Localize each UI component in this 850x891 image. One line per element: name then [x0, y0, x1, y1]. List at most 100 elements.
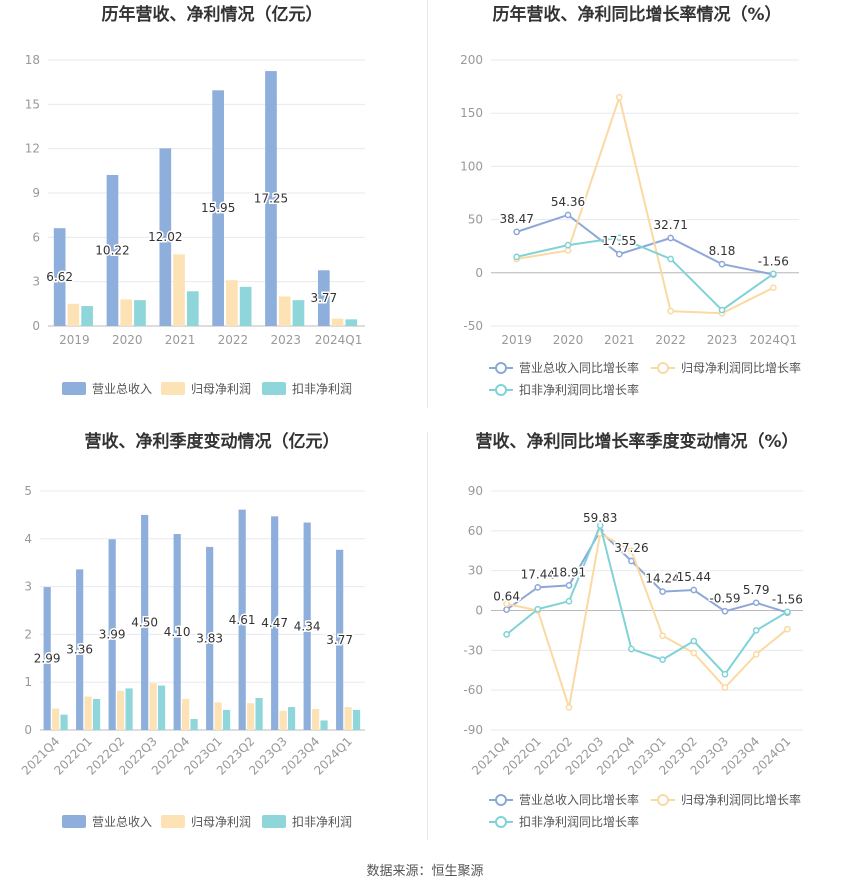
- data-label: 4.50: [131, 615, 158, 629]
- bar-revenue: [336, 549, 344, 730]
- data-point: [513, 253, 521, 261]
- bar-net-profit: [226, 280, 238, 326]
- y-tick-label: -90: [463, 723, 483, 737]
- data-point: [721, 670, 729, 678]
- y-tick-label: 200: [460, 53, 483, 67]
- data-label: 54.36: [551, 195, 585, 209]
- data-point: [667, 255, 675, 263]
- data-point: [564, 211, 572, 219]
- bar-revenue: [141, 514, 149, 730]
- y-tick-label: 0: [24, 723, 32, 737]
- legend-label: 归母净利润同比增长率: [681, 360, 801, 375]
- y-tick-label: 3: [32, 275, 40, 289]
- bar-revenue: [265, 71, 277, 326]
- bar-revenue: [53, 228, 66, 326]
- bar-revenue: [159, 148, 172, 326]
- y-tick-label: 9: [32, 186, 40, 200]
- bar-revenue: [238, 509, 246, 730]
- data-label: 32.71: [653, 218, 687, 232]
- data-point: [615, 250, 623, 258]
- data-point: [690, 586, 698, 594]
- data-point: [721, 684, 729, 691]
- bar-deducted-net-profit: [92, 698, 101, 730]
- legend-marker: [495, 816, 507, 828]
- legend-swatch: [262, 382, 286, 395]
- data-point: [534, 605, 542, 613]
- data-point: [596, 522, 604, 529]
- bar-net-profit: [247, 703, 255, 730]
- y-tick-label: 3: [24, 580, 32, 594]
- y-tick-label: 0: [475, 604, 483, 618]
- x-tick-label: 2020: [112, 333, 143, 347]
- data-point: [718, 306, 726, 314]
- data-point: [667, 307, 675, 315]
- data-point: [534, 583, 542, 591]
- data-label: -0.59: [709, 591, 740, 605]
- chart-title: 历年营收、净利情况（亿元）: [102, 4, 323, 25]
- y-tick-label: 1: [24, 675, 32, 689]
- data-label: 3.77: [326, 633, 353, 647]
- data-point: [752, 627, 760, 634]
- legend-swatch: [262, 815, 286, 828]
- data-point: [503, 600, 510, 608]
- data-label: 3.83: [196, 631, 223, 645]
- bar-net-profit: [214, 702, 222, 730]
- y-tick-label: 4: [24, 532, 32, 546]
- bar-revenue: [43, 587, 51, 730]
- y-tick-label: -30: [463, 643, 483, 657]
- legend-marker: [495, 362, 507, 374]
- bar-revenue: [271, 516, 279, 730]
- data-source-note: 数据来源：恒生聚源: [366, 864, 484, 879]
- data-point: [564, 247, 572, 254]
- y-tick-label: 15: [25, 97, 40, 111]
- legend-label: 营业总收入: [92, 815, 152, 829]
- data-label: 5.79: [743, 583, 770, 597]
- data-label: -1.56: [772, 593, 803, 607]
- data-point: [690, 649, 698, 657]
- legend-label: 扣非净利润: [292, 382, 352, 396]
- bar-deducted-net-profit: [190, 719, 198, 730]
- data-label: 12.02: [148, 230, 182, 244]
- legend-label: 归母净利润: [191, 815, 251, 829]
- bar-net-profit: [120, 299, 133, 326]
- series-line-revenue-growth: [506, 529, 788, 614]
- chart-title: 历年营收、净利同比增长率情况（%）: [492, 4, 781, 25]
- bar-deducted-net-profit: [134, 300, 146, 326]
- data-point: [615, 234, 623, 242]
- data-point: [659, 588, 666, 595]
- chart-title: 营收、净利同比增长率季度变动情况（%）: [475, 431, 798, 452]
- data-point: [659, 656, 666, 663]
- data-label: 0.64: [493, 590, 520, 604]
- data-point: [690, 637, 698, 645]
- data-label: 18.91: [552, 565, 586, 579]
- data-label: 4.47: [261, 616, 288, 630]
- legend-swatch: [161, 815, 185, 828]
- bar-net-profit: [344, 707, 352, 730]
- data-label: 37.26: [614, 541, 648, 555]
- legend-marker: [495, 384, 507, 396]
- legend-label: 归母净利润同比增长率: [681, 792, 801, 807]
- bar-net-profit: [279, 710, 287, 730]
- vertical-divider-bottom: [427, 432, 428, 840]
- x-tick-label: 2022: [218, 333, 249, 347]
- bar-net-profit: [117, 690, 125, 730]
- x-tick-label: 2019: [59, 333, 90, 347]
- bar-deducted-net-profit: [222, 709, 231, 730]
- bar-net-profit: [52, 708, 60, 730]
- data-point: [769, 270, 777, 278]
- bar-deducted-net-profit: [81, 306, 93, 326]
- data-point: [503, 631, 510, 638]
- bar-deducted-net-profit: [239, 286, 252, 326]
- data-label: 4.10: [164, 625, 191, 639]
- data-point: [769, 284, 777, 292]
- data-label: 3.77: [310, 291, 337, 305]
- bar-net-profit: [331, 318, 344, 326]
- series-line-deducted-growth: [516, 236, 774, 312]
- data-label: 4.61: [229, 613, 256, 627]
- y-tick-label: 18: [25, 53, 40, 67]
- data-label: 15.95: [201, 201, 235, 215]
- y-tick-label: 0: [32, 319, 40, 333]
- data-point: [752, 599, 760, 607]
- x-tick-label: 2021: [165, 333, 196, 347]
- data-label: 2.99: [34, 652, 61, 666]
